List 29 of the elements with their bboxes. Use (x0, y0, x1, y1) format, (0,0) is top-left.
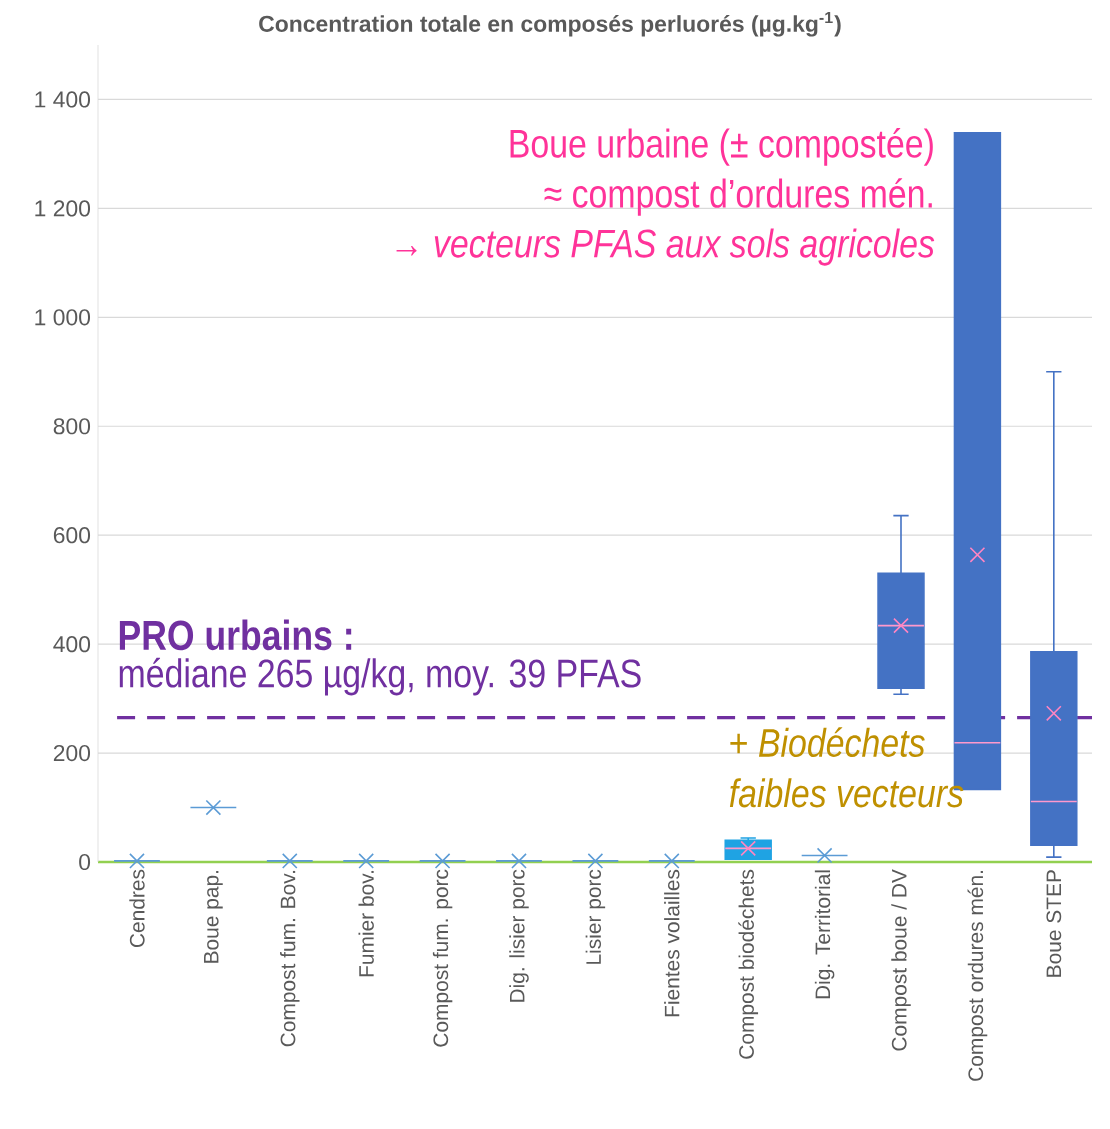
x-tick-label: Compost boue / DV (891, 869, 911, 1051)
y-tick-label: 800 (53, 418, 91, 435)
y-tick-label: 0 (79, 853, 91, 871)
annotation: faibles vecteurs (729, 778, 964, 808)
annotation: ≈ compost d’ordures mén. (544, 178, 932, 216)
y-tick-label: 1 000 (35, 309, 91, 326)
y-tick-label: 1 200 (35, 200, 91, 217)
x-tick-label: Dig. Territorial (814, 870, 835, 999)
x-tick-label: Boue STEP (1046, 870, 1062, 977)
x-tick-label: Compost fum. Bov. (280, 870, 300, 1047)
chart-title: Concentration totale en composés perluorés (µg.kg$^{-1}$) (259, 12, 841, 37)
annotation: + Biodéchets (730, 727, 925, 758)
y-tick-label: 200 (53, 744, 91, 762)
annotation: Boue urbaine (± compostée) (510, 128, 933, 166)
y-tick-label: 600 (53, 527, 91, 544)
x-tick-label: Compost ordures mén. (967, 870, 988, 1081)
y-tick-label: 400 (53, 636, 91, 653)
x-tick-label: Compost fum. porc (432, 869, 453, 1047)
x-tick-label: Fumier bov. (358, 870, 374, 977)
x-tick-label: Boue pap. (204, 870, 223, 963)
x-tick-label: Cendres (129, 869, 145, 948)
x-tick-label: Dig. lisier porc (509, 869, 529, 1002)
x-tick-label: Compost biodéchets (738, 869, 759, 1059)
x-tick-label: Fientes volailles (664, 869, 680, 1017)
y-tick-label: 1 400 (35, 91, 91, 108)
annotation: → vecteurs PFAS aux sols agricoles (396, 228, 935, 266)
x-tick-label: Lisier porc (585, 869, 606, 964)
annotation: PRO urbains : (119, 619, 352, 651)
ref-line-label: médiane 265 µg/kg, moy. 39 PFAS (119, 657, 641, 696)
